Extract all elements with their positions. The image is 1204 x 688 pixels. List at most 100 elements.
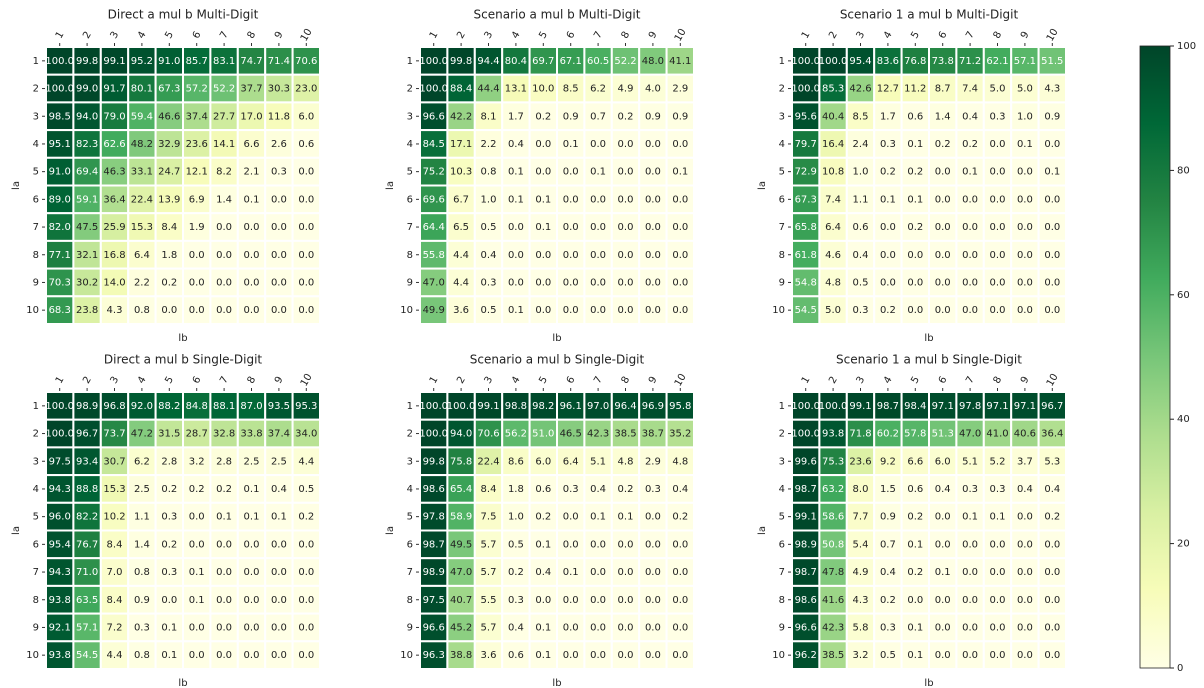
- cell-label: 8.0: [853, 484, 869, 495]
- heatmap-cell: [501, 529, 531, 560]
- heatmap-cell: [291, 640, 322, 670]
- cell-label: 75.2: [423, 167, 445, 178]
- cell-label: 11.8: [268, 111, 290, 122]
- cell-label: 96.7: [1041, 401, 1063, 412]
- heatmap-cell: [419, 295, 449, 325]
- cell-label: 0.0: [1044, 277, 1060, 288]
- heatmap-cell: [291, 446, 322, 477]
- cell-label: 89.0: [49, 194, 71, 205]
- heatmap-cell: [556, 612, 586, 643]
- y-tick-label: 9: [407, 622, 413, 633]
- cell-label: 0.0: [1044, 595, 1060, 606]
- cell-label: 0.0: [189, 305, 205, 316]
- cell-label: 8.6: [508, 456, 524, 467]
- cell-label: 32.1: [76, 250, 98, 261]
- x-tick-label: 4: [510, 375, 523, 386]
- cell-label: 3.2: [853, 650, 869, 661]
- cell-label: 6.0: [935, 456, 951, 467]
- cell-label: 99.8: [450, 56, 472, 67]
- cell-label: 0.0: [244, 595, 260, 606]
- cell-label: 0.0: [271, 567, 287, 578]
- cell-label: 99.1: [795, 512, 817, 523]
- y-tick-label: 10: [26, 650, 39, 661]
- cell-label: 0.0: [935, 512, 951, 523]
- y-tick-label: 9: [407, 277, 413, 288]
- cell-label: 32.8: [213, 429, 235, 440]
- cell-label: 0.0: [535, 139, 551, 150]
- cell-label: 35.2: [669, 429, 691, 440]
- cell-label: 0.0: [935, 277, 951, 288]
- cell-label: 5.7: [481, 567, 497, 578]
- cell-label: 0.0: [535, 305, 551, 316]
- cell-label: 44.4: [477, 84, 499, 95]
- heatmap-cell: [610, 156, 641, 187]
- x-tick-label: 5: [163, 30, 176, 41]
- heatmap-cell: [528, 73, 558, 104]
- cell-label: 36.4: [103, 194, 125, 205]
- cell-label: 7.4: [825, 194, 841, 205]
- cell-label: 2.5: [244, 456, 260, 467]
- cell-label: 8.7: [935, 84, 951, 95]
- cell-label: 31.5: [158, 429, 180, 440]
- x-tick-label: 8: [992, 375, 1005, 386]
- y-tick-label: 2: [33, 84, 39, 95]
- cell-label: 74.7: [240, 56, 262, 67]
- x-tick-label: 6: [191, 375, 204, 386]
- heatmap-cell: [264, 391, 294, 421]
- y-tick-label: 4: [33, 484, 39, 495]
- heatmap-cell: [955, 129, 985, 159]
- heatmap-cell: [154, 267, 185, 298]
- x-tick-label: 7: [592, 375, 605, 386]
- x-tick-label: 10: [299, 27, 315, 44]
- cell-label: 0.0: [244, 539, 260, 550]
- heatmap-cell: [845, 156, 876, 187]
- heatmap-cell: [556, 129, 586, 159]
- x-tick-label: 8: [246, 30, 259, 41]
- x-tick-label: 5: [909, 375, 922, 386]
- cell-label: 0.0: [672, 250, 688, 261]
- x-tick-label: 8: [620, 375, 633, 386]
- cell-label: 1.1: [853, 194, 869, 205]
- cell-label: 94.3: [49, 567, 71, 578]
- cell-label: 0.5: [298, 484, 314, 495]
- chart-title: Direct a mul b Single-Digit: [104, 353, 263, 367]
- cell-label: 41.1: [669, 56, 691, 67]
- cell-label: 85.7: [186, 56, 208, 67]
- cell-label: 98.7: [877, 401, 899, 412]
- cell-label: 0.3: [990, 111, 1006, 122]
- heatmap-cell: [501, 295, 531, 325]
- cell-label: 76.8: [904, 56, 926, 67]
- cell-label: 0.5: [853, 277, 869, 288]
- cell-label: 0.0: [618, 250, 634, 261]
- x-tick-label: 9: [273, 375, 286, 386]
- cell-label: 0.0: [298, 250, 314, 261]
- y-tick-label: 1: [407, 56, 413, 67]
- y-tick-label: 7: [33, 222, 39, 233]
- heatmap-cell: [209, 446, 239, 477]
- cell-label: 0.3: [990, 484, 1006, 495]
- heatmap-cell: [127, 612, 157, 643]
- cell-label: 22.4: [131, 194, 153, 205]
- cell-label: 0.0: [1017, 650, 1033, 661]
- cell-label: 0.0: [189, 250, 205, 261]
- cell-label: 84.8: [186, 401, 208, 412]
- cell-label: 30.7: [103, 456, 125, 467]
- cell-label: 6.2: [134, 456, 150, 467]
- cell-label: 0.4: [535, 567, 551, 578]
- heatmap-cell: [182, 446, 212, 477]
- cell-label: 8.5: [563, 84, 579, 95]
- cell-label: 97.8: [423, 512, 445, 523]
- x-tick-label: 6: [565, 30, 578, 41]
- cell-label: 52.2: [614, 56, 636, 67]
- y-tick-label: 1: [33, 401, 39, 412]
- heatmap-cell: [610, 640, 641, 670]
- cell-label: 1.0: [481, 194, 497, 205]
- cell-label: 4.3: [1044, 84, 1060, 95]
- heatmap-cell: [791, 295, 821, 325]
- y-axis-label: la: [757, 181, 768, 190]
- heatmap-cell: [209, 212, 239, 242]
- cell-label: 13.1: [505, 84, 527, 95]
- cell-label: 0.0: [298, 650, 314, 661]
- x-tick-label: 7: [964, 375, 977, 386]
- x-tick-label: 4: [136, 30, 149, 41]
